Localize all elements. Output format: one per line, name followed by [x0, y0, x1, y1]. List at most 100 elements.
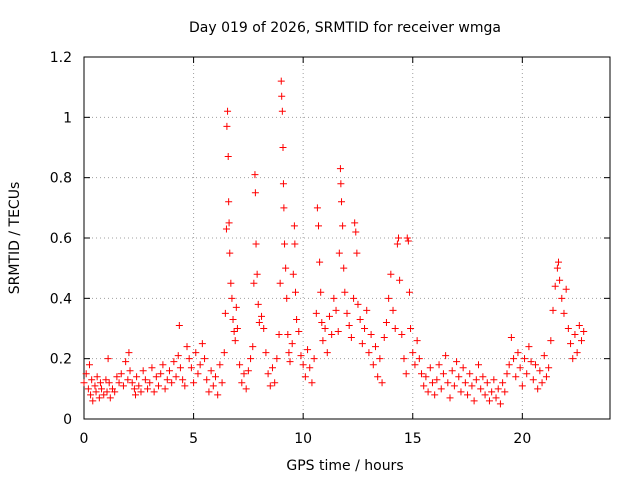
data-point — [503, 370, 511, 378]
data-point — [196, 361, 204, 369]
data-point — [175, 321, 183, 329]
data-point — [271, 379, 279, 387]
data-point — [124, 376, 132, 384]
data-point — [132, 391, 140, 399]
y-tick-label: 0.6 — [50, 231, 72, 247]
data-point — [516, 364, 524, 372]
data-point — [255, 318, 263, 326]
data-point — [339, 222, 347, 230]
y-tick-label: 0.2 — [50, 352, 72, 368]
data-point — [85, 361, 93, 369]
data-point — [554, 258, 562, 266]
data-point — [312, 309, 320, 317]
data-point — [353, 249, 361, 257]
data-point — [119, 382, 127, 390]
data-point — [126, 367, 134, 375]
data-point — [288, 340, 296, 348]
data-point — [183, 343, 191, 351]
data-point — [231, 337, 239, 345]
data-point — [225, 219, 233, 227]
data-point — [385, 294, 393, 302]
data-point — [420, 382, 428, 390]
data-point — [540, 352, 548, 360]
data-point — [242, 385, 250, 393]
x-tick-label: 20 — [513, 431, 531, 447]
data-point — [492, 394, 500, 402]
data-point — [146, 379, 154, 387]
data-point — [347, 334, 355, 342]
data-point — [494, 385, 502, 393]
data-point — [356, 315, 364, 323]
data-point — [233, 325, 241, 332]
data-point — [284, 331, 292, 339]
y-tick-label: 0.8 — [50, 171, 72, 187]
data-point — [185, 355, 193, 363]
data-point — [229, 315, 237, 323]
data-point — [409, 349, 417, 357]
y-tick-label: 1 — [63, 110, 72, 126]
data-point — [88, 376, 96, 384]
data-point — [501, 388, 509, 396]
data-point — [155, 382, 163, 390]
data-point — [105, 379, 113, 387]
data-point — [137, 388, 145, 396]
data-point — [122, 358, 130, 366]
data-point — [315, 222, 323, 230]
data-point — [404, 237, 412, 245]
data-point — [485, 397, 493, 405]
data-point — [278, 107, 286, 115]
data-point — [282, 264, 290, 272]
data-point — [111, 388, 119, 396]
data-point — [275, 331, 283, 339]
data-point — [483, 379, 491, 387]
data-point — [135, 382, 143, 390]
data-point — [558, 294, 566, 302]
data-point — [446, 394, 454, 402]
data-point — [573, 349, 581, 357]
data-point — [556, 276, 564, 284]
y-tick-label: 0.4 — [50, 291, 72, 307]
data-point — [400, 355, 408, 363]
data-point — [396, 276, 404, 284]
data-point — [507, 334, 515, 342]
data-point — [433, 376, 441, 384]
data-point — [297, 352, 305, 360]
data-point — [279, 144, 287, 151]
data-point — [276, 279, 284, 287]
data-point — [402, 370, 410, 378]
grid — [84, 57, 610, 419]
data-point — [201, 355, 209, 363]
data-point — [84, 385, 92, 393]
data-point — [104, 355, 112, 363]
data-point — [387, 270, 395, 278]
data-point — [266, 382, 274, 390]
data-point — [567, 340, 575, 348]
data-point — [279, 180, 287, 188]
data-point — [253, 270, 261, 278]
data-point — [238, 379, 246, 387]
data-point — [283, 294, 291, 302]
data-point — [251, 171, 259, 179]
data-point — [176, 364, 184, 372]
data-point — [321, 325, 329, 332]
data-point — [352, 228, 360, 236]
data-point — [338, 198, 346, 206]
data-point — [505, 361, 513, 369]
data-point — [273, 355, 281, 363]
data-point — [250, 279, 258, 287]
data-point — [96, 379, 104, 387]
data-point — [207, 367, 215, 375]
data-point — [529, 376, 537, 384]
data-point — [510, 355, 518, 363]
data-point — [113, 373, 121, 381]
data-point — [277, 77, 285, 85]
data-point — [289, 270, 297, 278]
data-point — [268, 364, 276, 372]
data-point — [415, 355, 423, 363]
data-point — [174, 352, 182, 360]
data-point — [343, 309, 351, 317]
data-point — [403, 234, 411, 242]
data-point — [203, 376, 211, 384]
data-point — [531, 361, 539, 369]
data-points — [80, 77, 588, 408]
